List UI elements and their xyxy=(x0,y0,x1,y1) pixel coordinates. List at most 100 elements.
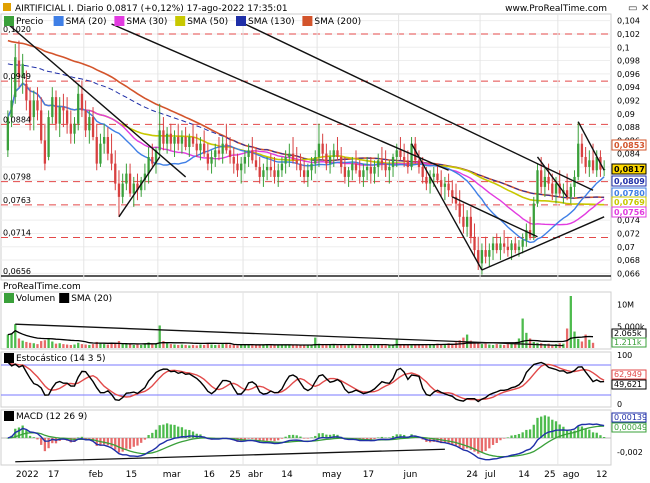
volume-bar xyxy=(503,344,506,348)
time-tick-label: 16 xyxy=(203,470,215,480)
maximize-icon[interactable]: ▭ xyxy=(628,3,637,14)
volume-bar xyxy=(254,344,258,348)
candle-body xyxy=(536,170,539,204)
volume-bar xyxy=(158,325,161,348)
macd-histogram-bar xyxy=(380,436,384,438)
macd-trendline xyxy=(15,448,445,463)
candle-body xyxy=(399,150,402,157)
price-tick-label: 0,066 xyxy=(617,269,640,278)
price-tick-label: 0,102 xyxy=(617,30,640,39)
volume-bar xyxy=(10,333,13,348)
candle-body xyxy=(158,130,161,151)
macd-histogram-bar xyxy=(551,419,554,438)
macd-histogram-bar xyxy=(136,438,139,446)
volume-bar xyxy=(236,345,239,348)
candle-body xyxy=(588,160,591,167)
price-tick-label: 0,068 xyxy=(617,256,640,265)
candle-body xyxy=(443,183,447,187)
candle-body xyxy=(99,143,102,164)
volume-bar xyxy=(99,343,102,348)
volume-bar xyxy=(295,344,298,348)
candle-body xyxy=(32,100,35,118)
volume-bar xyxy=(291,345,295,348)
volume-bar xyxy=(228,344,232,348)
macd-histogram-bar xyxy=(562,426,565,438)
volume-bar xyxy=(88,344,91,348)
macd-histogram-bar xyxy=(280,438,284,439)
candle-body xyxy=(306,170,309,177)
candle-body xyxy=(577,143,580,177)
price-tick-label: 0,096 xyxy=(617,70,640,79)
macd-histogram-bar xyxy=(391,436,395,438)
macd-histogram-bar xyxy=(258,438,261,442)
candle-body xyxy=(558,183,561,194)
candle-body xyxy=(391,156,395,167)
watermark: ProRealTime.com xyxy=(3,282,81,292)
volume-bar xyxy=(499,344,502,348)
volume-bar xyxy=(588,339,591,348)
macd-histogram-bar xyxy=(184,429,187,438)
candle-body xyxy=(232,156,235,164)
macd-histogram-bar xyxy=(458,438,461,448)
trendline xyxy=(118,156,161,218)
volume-bar xyxy=(388,344,391,348)
macd-tag-text: 0,00049 xyxy=(614,423,647,432)
candle-body xyxy=(477,250,480,264)
macd-histogram-bar xyxy=(188,429,191,438)
stochastic-tag-box xyxy=(611,379,647,390)
volume-bar xyxy=(395,338,398,348)
volume-bar xyxy=(425,344,428,348)
candle-body xyxy=(543,176,547,187)
macd-histogram-bar xyxy=(543,415,547,438)
trendline xyxy=(111,23,449,171)
legend-label: Estocástico (14 3 5) xyxy=(16,354,106,364)
volume-bar xyxy=(136,344,139,348)
macd-histogram-bar xyxy=(369,438,372,440)
candle-body xyxy=(110,153,113,164)
candle-body xyxy=(199,143,202,151)
volume-bar xyxy=(269,345,272,348)
macd-histogram-bar xyxy=(25,429,28,438)
candle-body xyxy=(314,156,317,164)
candle-body xyxy=(28,100,32,121)
volume-bar xyxy=(484,343,487,348)
volume-bar xyxy=(306,344,309,348)
volume-bar xyxy=(80,344,84,348)
volume-bar xyxy=(410,345,413,348)
volume-bar xyxy=(358,344,361,348)
price-tick-label: 0,09 xyxy=(617,110,635,119)
candle-body xyxy=(432,173,435,177)
volume-bar xyxy=(125,344,128,348)
volume-bar xyxy=(203,344,206,348)
candle-body xyxy=(147,156,150,174)
volume-bar xyxy=(480,344,484,348)
macd-histogram-bar xyxy=(488,438,491,449)
macd-histogram-bar xyxy=(599,435,602,438)
volume-bar xyxy=(354,345,358,348)
macd-histogram-bar xyxy=(440,438,443,444)
volume-bar xyxy=(447,343,450,348)
close-icon[interactable]: ✕ xyxy=(641,3,649,14)
candle-body xyxy=(332,150,335,157)
candle-body xyxy=(503,243,506,247)
volume-bar xyxy=(491,344,495,348)
candle-body xyxy=(384,163,387,171)
value-tag-text: 0,0817 xyxy=(614,165,645,174)
value-tag-text: 0,0756 xyxy=(614,208,645,217)
volume-bar xyxy=(469,340,472,348)
macd-histogram-bar xyxy=(69,438,72,443)
volume-bar xyxy=(432,344,435,348)
candle-body xyxy=(217,150,221,154)
volume-bar xyxy=(288,344,291,348)
macd-tick-label: -0,002 xyxy=(617,448,643,457)
macd-histogram-bar xyxy=(373,438,376,439)
level-label: 0,0884 xyxy=(3,115,31,124)
volume-bar xyxy=(95,341,98,348)
time-tick-label: jun xyxy=(402,470,417,480)
trendline xyxy=(536,156,568,198)
candle-body xyxy=(73,123,76,134)
legend-label: Precio xyxy=(16,17,44,27)
value-tag-text: 0,0853 xyxy=(614,141,645,150)
level-label: 0,0714 xyxy=(3,228,31,237)
